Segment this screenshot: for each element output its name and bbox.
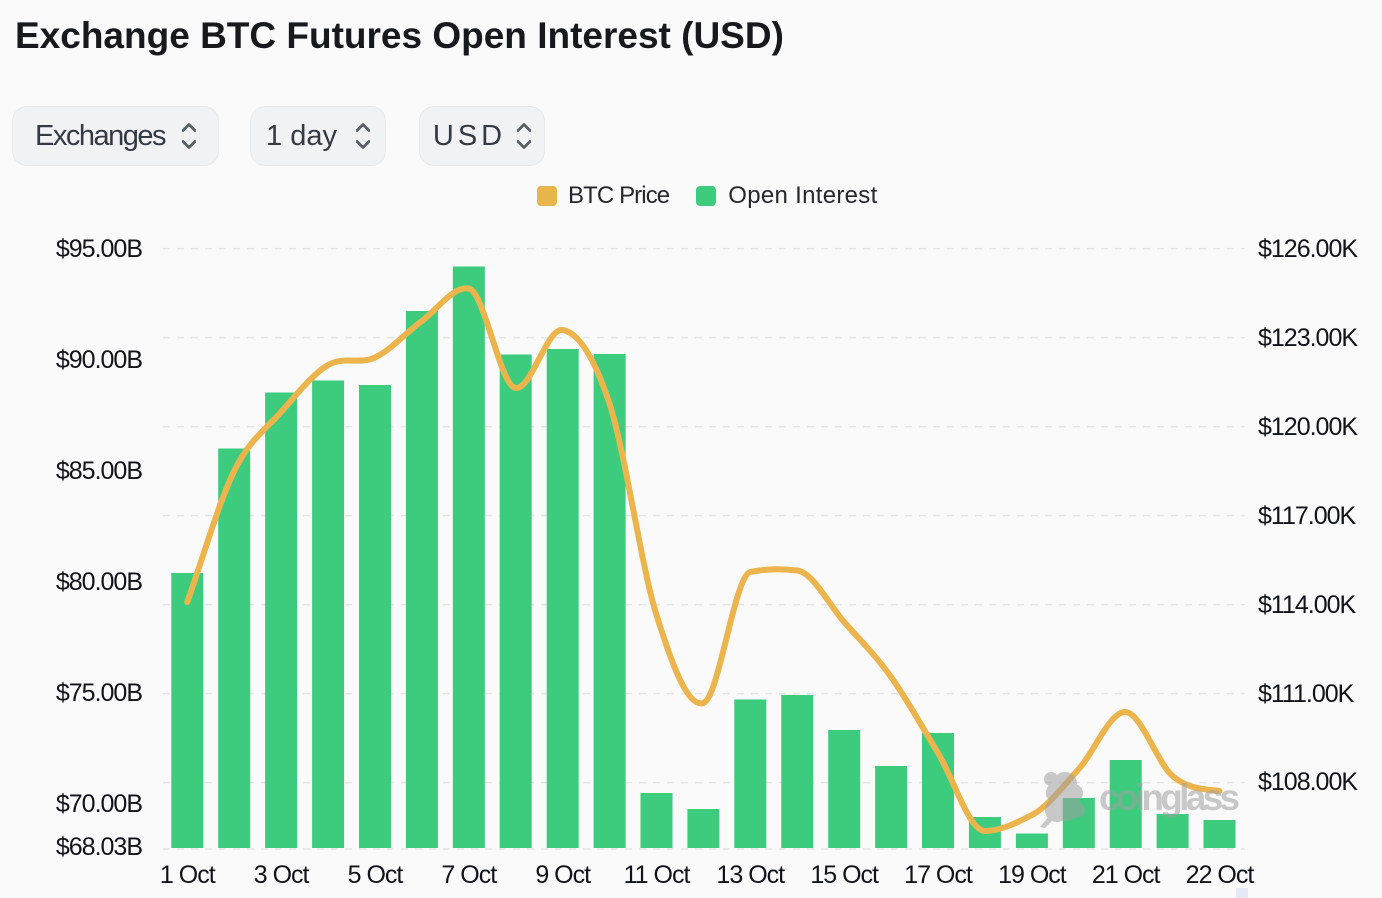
svg-text:$68.03B: $68.03B [56, 833, 142, 861]
svg-text:19 Oct: 19 Oct [998, 861, 1067, 889]
svg-text:$120.00K: $120.00K [1258, 413, 1358, 441]
svg-text:$70.00B: $70.00B [56, 790, 142, 818]
svg-text:coinglass: coinglass [1099, 777, 1239, 818]
svg-text:$114.00K: $114.00K [1258, 591, 1357, 619]
svg-text:13 Oct: 13 Oct [716, 861, 785, 889]
svg-text:$75.00B: $75.00B [56, 679, 142, 707]
svg-text:21 Oct: 21 Oct [1092, 861, 1161, 889]
svg-text:$108.00K: $108.00K [1258, 768, 1358, 796]
svg-text:17 Oct: 17 Oct [904, 861, 973, 889]
svg-text:22 Oct: 22 Oct [1186, 861, 1255, 889]
svg-text:$111.00K: $111.00K [1258, 680, 1355, 708]
svg-text:7 Oct: 7 Oct [441, 861, 497, 889]
svg-text:$90.00B: $90.00B [56, 346, 142, 374]
svg-text:5 Oct: 5 Oct [348, 861, 404, 889]
svg-text:9 Oct: 9 Oct [535, 861, 591, 889]
svg-text:3 Oct: 3 Oct [254, 861, 310, 889]
svg-text:$117.00K: $117.00K [1258, 502, 1357, 530]
svg-text:11 Oct: 11 Oct [624, 861, 691, 889]
svg-text:1 Oct: 1 Oct [160, 861, 216, 889]
svg-text:$85.00B: $85.00B [56, 457, 142, 485]
svg-text:$123.00K: $123.00K [1258, 324, 1358, 352]
svg-text:$126.00K: $126.00K [1258, 235, 1358, 263]
svg-text:$95.00B: $95.00B [56, 235, 142, 263]
svg-text:15 Oct: 15 Oct [810, 861, 879, 889]
svg-text:$80.00B: $80.00B [56, 568, 142, 596]
